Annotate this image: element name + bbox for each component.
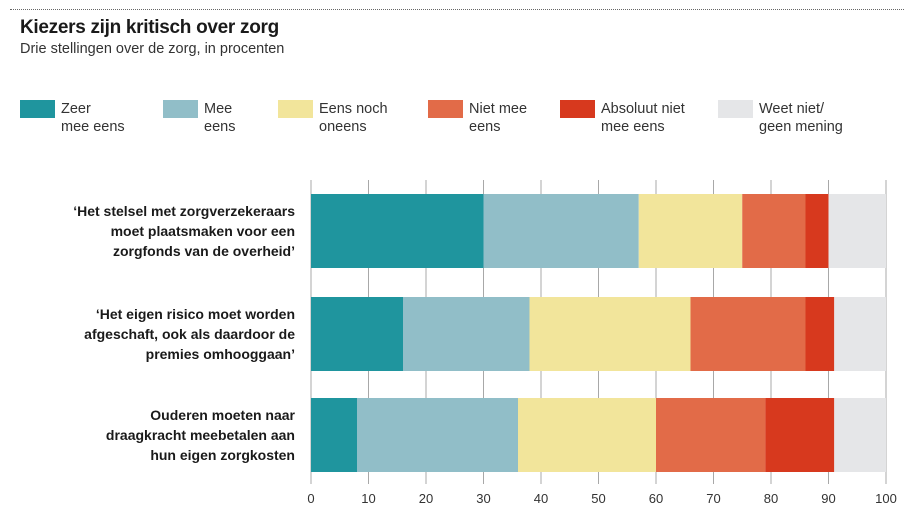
legend-label: Absoluut niet mee eens <box>601 101 685 135</box>
legend-label: Mee eens <box>204 101 236 135</box>
legend-label: Eens noch oneens <box>319 101 388 135</box>
top-divider <box>10 9 904 10</box>
legend-item: Zeer mee eens <box>20 100 125 136</box>
legend-swatch <box>560 100 595 118</box>
bar-segment <box>834 297 886 371</box>
category-label: Ouderen moeten naar draagkracht meebetale… <box>105 407 295 463</box>
x-tick-label: 40 <box>534 491 548 506</box>
x-tick-label: 50 <box>591 491 605 506</box>
x-tick-label: 80 <box>764 491 778 506</box>
legend-item: Weet niet/geen mening <box>718 100 843 136</box>
chart-subtitle: Drie stellingen over de zorg, in procent… <box>20 41 285 57</box>
bar-segment <box>311 297 403 371</box>
x-tick-label: 100 <box>875 491 897 506</box>
bar-segment <box>805 194 829 268</box>
bar-segment <box>765 398 835 472</box>
bar-segment <box>311 398 357 472</box>
bar-segment <box>638 194 743 268</box>
bar-segment <box>834 398 886 472</box>
legend-label: Weet niet/geen mening <box>759 101 843 135</box>
x-tick-label: 10 <box>361 491 375 506</box>
legend-swatch <box>163 100 198 118</box>
legend-swatch <box>20 100 55 118</box>
x-tick-label: 90 <box>821 491 835 506</box>
legend-swatch <box>428 100 463 118</box>
legend-label: Niet mee eens <box>469 101 528 135</box>
bar-segment <box>742 194 806 268</box>
bar-segment <box>483 194 639 268</box>
x-tick-label: 60 <box>649 491 663 506</box>
bar-segment <box>656 398 766 472</box>
bar-segment <box>357 398 518 472</box>
category-label: ‘Het stelsel met zorgverzekeraars moet pl… <box>73 203 295 259</box>
legend-item: Mee eens <box>163 100 235 136</box>
bar-segment <box>529 297 691 371</box>
legend-swatch <box>718 100 753 118</box>
x-tick-label: 70 <box>706 491 720 506</box>
bar-segment <box>403 297 530 371</box>
x-tick-label: 20 <box>419 491 433 506</box>
bar-segment <box>518 398 656 472</box>
x-tick-label: 30 <box>476 491 490 506</box>
chart-title: Kiezers zijn kritisch over zorg <box>20 17 279 38</box>
bar-segment <box>311 194 484 268</box>
legend-label: Zeer mee eens <box>61 101 125 135</box>
legend-swatch <box>278 100 313 118</box>
bar-segment <box>828 194 886 268</box>
legend-item: Niet mee eens <box>428 100 527 136</box>
legend-item: Absoluut niet mee eens <box>560 100 685 136</box>
bar-segment <box>805 297 835 371</box>
x-tick-label: 0 <box>307 491 314 506</box>
category-label: ‘Het eigen risico moet worden afgeschaft,… <box>84 306 295 362</box>
legend-item: Eens noch oneens <box>278 100 388 136</box>
bar-segment <box>690 297 806 371</box>
